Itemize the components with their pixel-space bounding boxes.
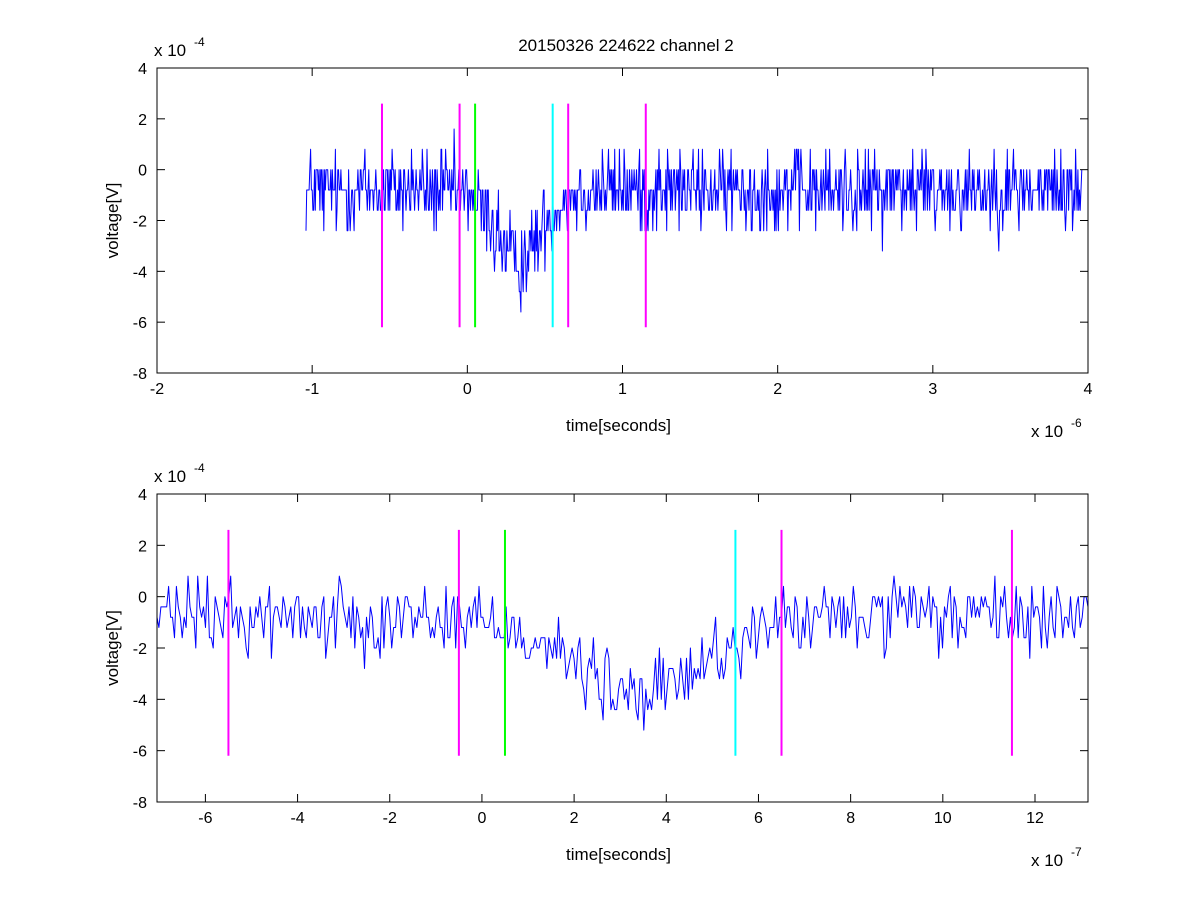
y-tick-label: -2 [133,641,147,658]
x-tick-label: 0 [477,810,486,827]
bottom-panel: -6 -4 -2 0 2 4 6 8 10 12 -8 -6 -4 -2 0 2 4 time[seconds] v… [103,461,1089,870]
x-tick-label: -2 [150,381,164,398]
y-tick-label: 0 [138,163,147,180]
x-scale-factor: x 10 [1031,851,1063,870]
x-tick-label: -1 [305,381,319,398]
x-tick-label: 2 [773,381,782,398]
signal-trace [305,128,1083,313]
x-tick-label: -2 [383,810,397,827]
x-axis-label: time[seconds] [566,416,671,435]
y-tick-label: -4 [133,692,147,709]
y-axis-label: voltage[V] [103,610,122,686]
y-tick-label: 0 [138,590,147,607]
x-scale-exponent: -6 [1071,416,1082,430]
y-scale-factor: x 10 [154,467,186,486]
y-tick-label: -8 [133,795,147,812]
y-tick-label: 2 [138,112,147,129]
x-scale-exponent: -7 [1071,845,1082,859]
y-scale-factor: x 10 [154,41,186,60]
y-axis-label: voltage[V] [103,183,122,259]
y-tick-label: -6 [133,315,147,332]
x-tick-label: 4 [1084,381,1093,398]
x-tick-label: 4 [662,810,671,827]
y-scale-exponent: -4 [194,35,205,49]
y-tick-label: 4 [138,61,147,78]
x-tick-label: 12 [1026,810,1044,827]
y-tick-label: -2 [133,214,147,231]
top-panel: -2 -1 0 1 2 3 4 -8 -6 -4 -2 0 2 4 time[seconds] voltage… [103,35,1093,441]
axes-frame [156,67,1089,374]
y-tick-label: 2 [138,538,147,555]
axes-frame [156,493,1089,803]
x-tick-label: 3 [928,381,937,398]
x-tick-label: 10 [934,810,952,827]
y-tick-label: -4 [133,264,147,281]
x-tick-label: 1 [618,381,627,398]
y-tick-label: 4 [138,487,147,504]
signal-trace [157,575,1088,731]
x-tick-label: 2 [570,810,579,827]
x-tick-label: 8 [846,810,855,827]
x-tick-label: -4 [290,810,304,827]
x-scale-factor: x 10 [1031,422,1063,441]
y-tick-label: -6 [133,744,147,761]
y-tick-label: -8 [133,366,147,383]
y-scale-exponent: -4 [194,461,205,475]
x-axis-label: time[seconds] [566,845,671,864]
x-tick-label: 6 [754,810,763,827]
x-tick-label: -6 [198,810,212,827]
figure-title: 20150326 224622 channel 2 [518,36,734,55]
x-tick-label: 0 [463,381,472,398]
